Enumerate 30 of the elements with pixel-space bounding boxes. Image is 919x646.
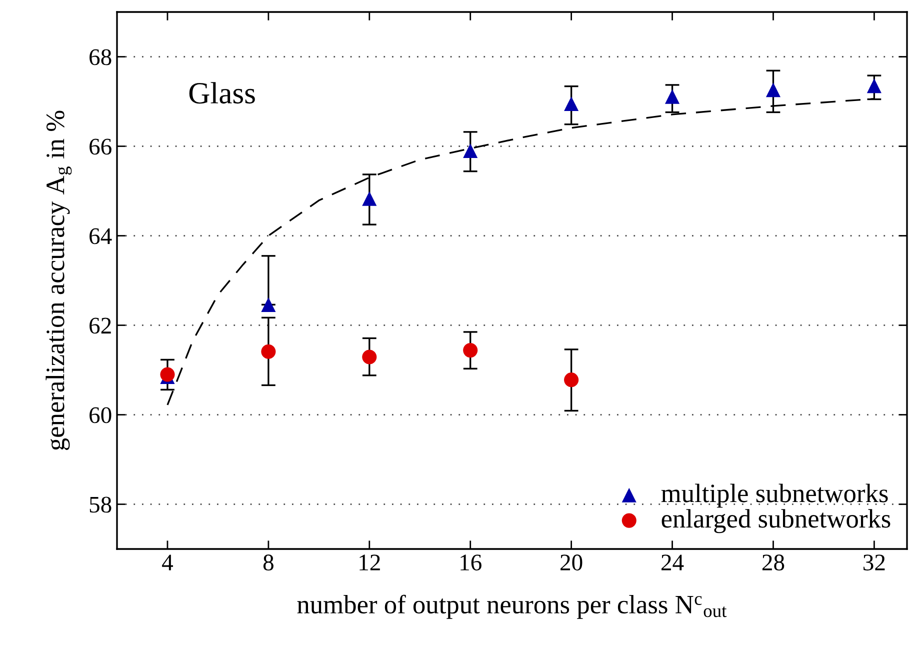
y-tick-label: 62 [90,318,111,334]
point [866,78,882,94]
x-tick-label: 28 [762,554,784,570]
legend-label: multiple subnetworks [661,484,888,508]
legend-label: enlarged subnetworks [662,509,890,534]
point [362,350,377,364]
x-tick-label: 12 [360,554,380,570]
point [564,96,579,112]
annotation: Glass [189,82,255,104]
point [261,297,276,312]
y-tick-label: 66 [90,138,112,155]
x-tick-label: 24 [662,554,684,570]
point [766,82,781,98]
y-tick-label: 58 [90,496,112,513]
x-tick-label: 32 [864,554,885,570]
point [362,191,377,206]
x-tick-label: 4 [162,554,174,570]
y-axis-title: generalization accuracy A$_{g}$ in % [46,110,72,450]
x-tick-label: 16 [460,554,482,570]
y-tick-label: 68 [90,49,112,66]
x-tick-label: 8 [263,554,274,570]
point [463,143,478,158]
x-axis-title: number of output neurons per class N$^{c}$$_{out}$ [297,594,727,619]
point [463,343,478,358]
y-tick-label: 60 [90,407,112,424]
point [664,89,680,104]
y-tick-label: 64 [90,228,112,244]
point [564,372,579,388]
point [261,344,276,359]
x-tick-label: 20 [560,554,582,570]
